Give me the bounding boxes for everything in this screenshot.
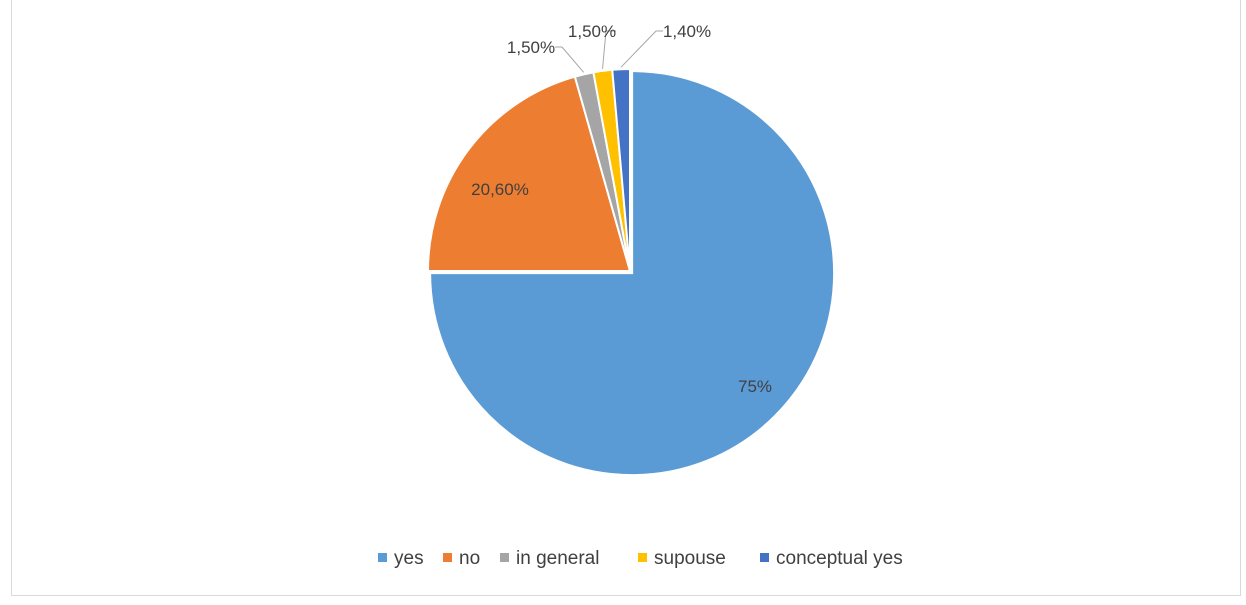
data-label-in-general: 1,50% [507,38,555,57]
data-label-conceptual-yes: 1,40% [663,22,711,41]
legend-swatch-in-general [500,553,509,562]
legend-swatch-no [443,553,452,562]
pie-slices [426,67,836,477]
leader-line-conceptual-yes [620,30,663,68]
pie-slice-conceptual-yes [611,67,631,272]
legend-swatch-conceptual-yes [760,553,769,562]
pie-slice-no [426,75,632,272]
legend-label-in-general: in general [516,548,599,569]
data-labels: 75% 20,60% 1,50% 1,50% 1,40% [471,22,772,396]
data-label-supouse: 1,50% [568,22,616,41]
legend-swatch-supouse [638,553,647,562]
legend-label-conceptual-yes: conceptual yes [776,548,903,569]
legend-label-yes: yes [394,548,424,569]
leader-line-supouse [602,30,616,69]
data-label-no: 20,60% [471,180,529,199]
pie-slice-yes [429,70,836,477]
data-label-yes: 75% [738,377,772,396]
leader-line-in-general [555,46,585,73]
leader-lines [555,30,663,73]
legend-label-supouse: supouse [654,548,726,569]
legend: yes no in general supouse conceptual yes [378,548,903,569]
legend-label-no: no [459,548,480,569]
legend-swatch-yes [378,553,387,562]
